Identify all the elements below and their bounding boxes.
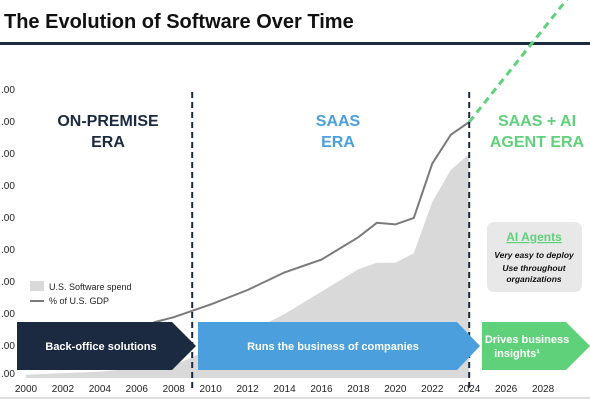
y-axis-ticks: .00 .00 .00 .00 .00 .00 .00 .00 .00 .00 [1, 85, 15, 380]
y-tick: .00 [1, 149, 15, 160]
y-tick: .00 [1, 277, 15, 288]
y-tick: .00 [1, 85, 15, 96]
callout-line3: organizations [506, 274, 562, 284]
x-tick: 2006 [126, 384, 149, 395]
arrow-ai [482, 322, 590, 370]
legend-label-spend: U.S. Software spend [49, 282, 132, 292]
era-ai-line1: SAAS + AI [498, 113, 576, 130]
arrow-ai-label-line2: insights¹ [494, 348, 540, 360]
x-tick: 2028 [532, 384, 555, 395]
x-tick: 2000 [15, 384, 38, 395]
x-tick: 2026 [495, 384, 518, 395]
x-tick: 2010 [200, 384, 223, 395]
legend-swatch-spend [30, 281, 44, 291]
x-tick: 2012 [236, 384, 259, 395]
y-tick: .00 [1, 369, 15, 380]
y-tick: .00 [1, 117, 15, 128]
title-underline [0, 42, 590, 45]
x-tick: 2008 [163, 384, 186, 395]
arrow-ai-label-line1: Drives business [485, 334, 569, 346]
era-onprem-line1: ON-PREMISE [57, 113, 159, 130]
callout-line1: Very easy to deploy [494, 250, 575, 260]
era-saas-line2: ERA [321, 134, 355, 151]
x-tick: 2020 [384, 384, 407, 395]
x-tick: 2018 [347, 384, 370, 395]
y-tick: .00 [1, 213, 15, 224]
legend-label-gdp: % of U.S. GDP [49, 296, 109, 306]
x-tick: 2024 [458, 384, 481, 395]
y-tick: .00 [1, 245, 15, 256]
y-tick: .00 [1, 181, 15, 192]
ai-agents-callout [487, 222, 582, 292]
x-tick: 2014 [273, 384, 296, 395]
callout-title: AI Agents [506, 230, 562, 244]
era-ai-line2: AGENT ERA [490, 134, 585, 151]
era-saas-line1: SAAS [316, 113, 361, 130]
x-tick: 2022 [421, 384, 444, 395]
chart-title: The Evolution of Software Over Time [4, 11, 354, 33]
projection-line [468, 0, 569, 123]
era-onprem-line2: ERA [91, 134, 125, 151]
y-tick: .00 [1, 341, 15, 352]
x-axis-ticks: 2000 2002 2004 2006 2008 2010 2012 2014 2016 2018… [15, 384, 555, 395]
x-tick: 2016 [310, 384, 333, 395]
arrow-saas [198, 322, 480, 370]
y-tick: .00 [1, 309, 15, 320]
arrow-saas-label: Runs the business of companies [247, 341, 419, 353]
x-tick: 2002 [52, 384, 75, 395]
arrow-onprem [17, 322, 196, 370]
x-tick: 2004 [89, 384, 112, 395]
arrow-onprem-label: Back-office solutions [45, 341, 156, 353]
callout-line2: Use throughout [502, 263, 566, 273]
